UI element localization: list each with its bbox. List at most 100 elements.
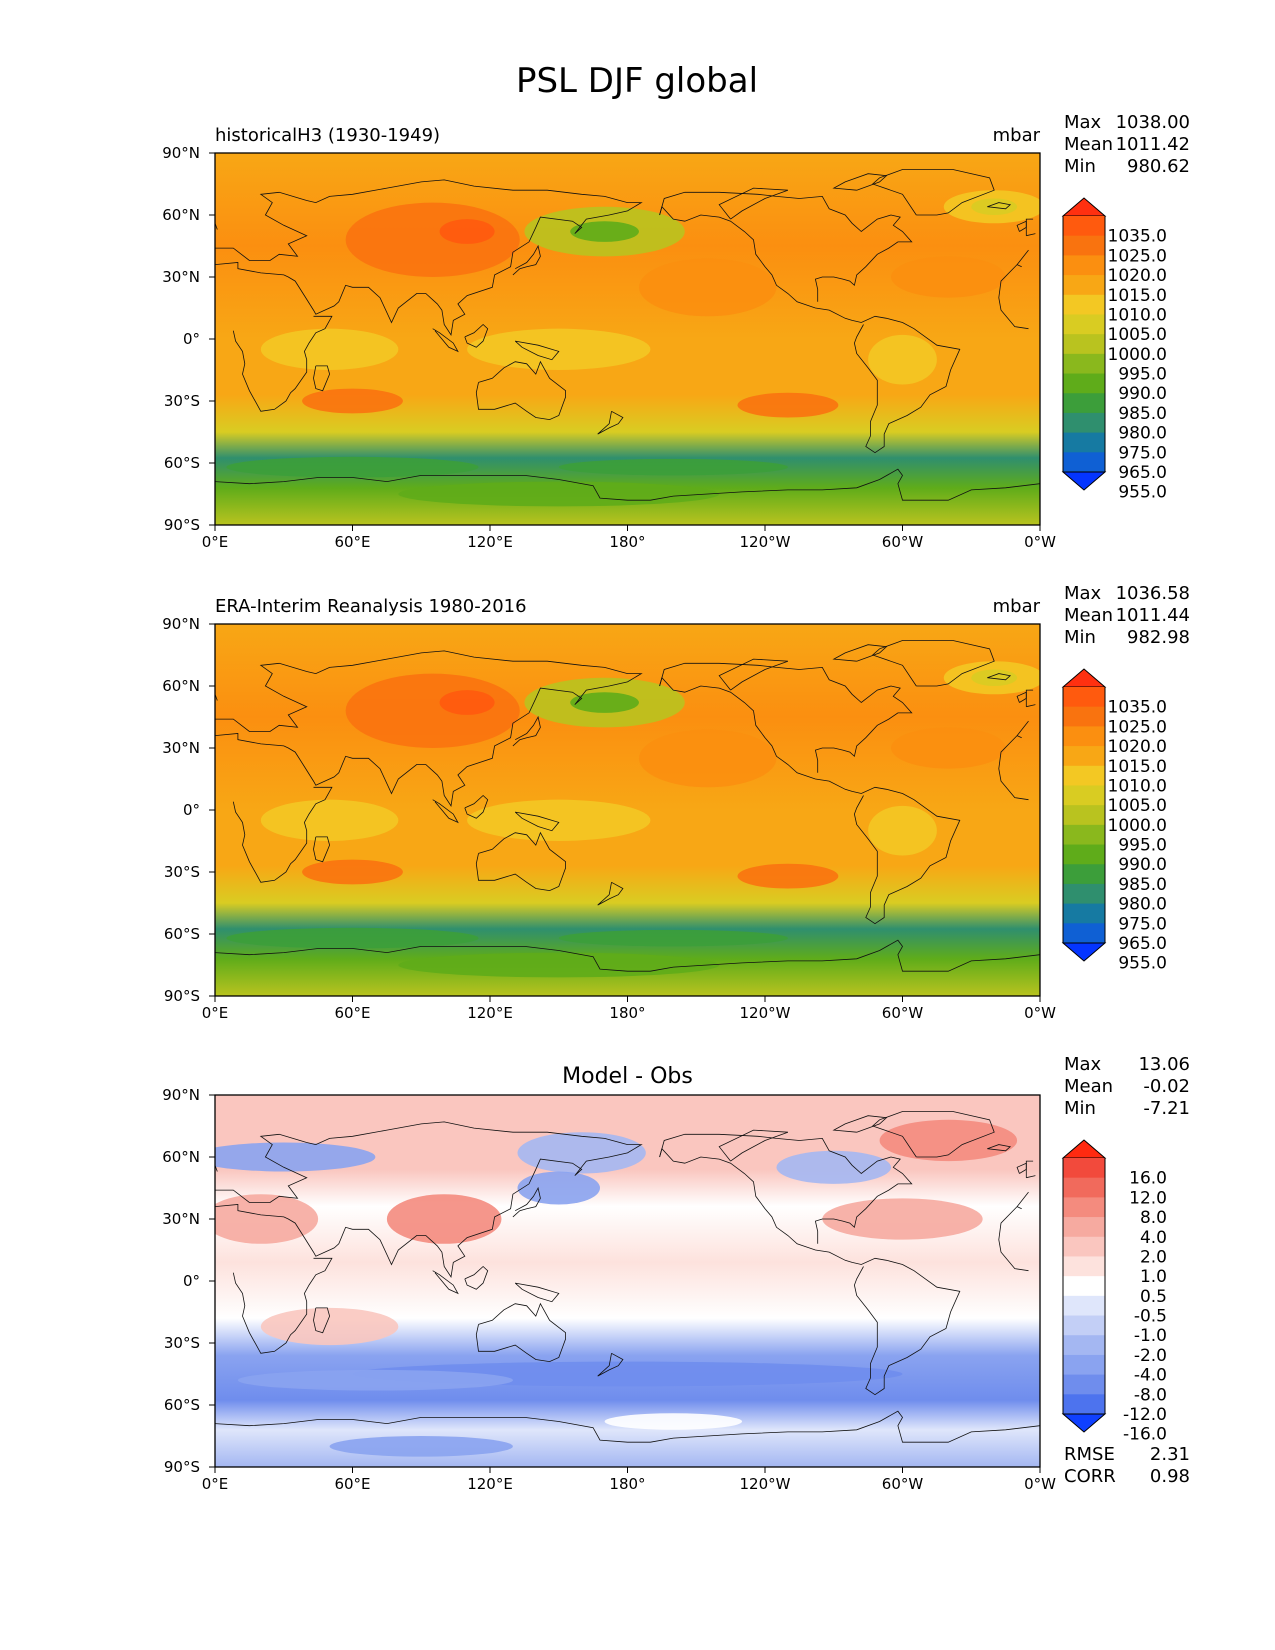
x-tick-label: 0°E: [202, 1004, 229, 1022]
colorbar-segment: [1063, 275, 1105, 296]
coastline: [475, 1302, 566, 1363]
colorbar-segment: [1063, 1295, 1105, 1317]
coastline: [987, 1144, 1012, 1152]
stat-value: 1038.00: [1116, 112, 1190, 133]
coastline: [987, 673, 1012, 681]
colorbar-segment: [1063, 452, 1105, 473]
extra-stat-value: 0.98: [1150, 1466, 1190, 1487]
colorbar: 1035.01025.01020.01015.01010.01005.01000…: [1061, 668, 1167, 974]
colorbar-segment: [1063, 746, 1105, 767]
colorbar-outline: [1062, 1158, 1106, 1414]
y-tick-label: 30°N: [162, 739, 200, 757]
coastline: [832, 173, 888, 191]
colorbar-segment: [1063, 844, 1105, 865]
colorbar-label: 980.0: [1118, 424, 1167, 444]
panel-units: mbar: [993, 125, 1041, 146]
stat-label: Mean: [1064, 1076, 1113, 1097]
coastlines: [215, 1111, 1040, 1443]
field-cell: [971, 669, 1018, 686]
x-tick-label: 120°W: [740, 533, 791, 551]
field-cell: [879, 1119, 1018, 1162]
coastline: [313, 1307, 331, 1334]
colorbar-label: -0.5: [1134, 1307, 1167, 1327]
field-cell: [467, 799, 651, 841]
colorbar-segment: [1063, 1354, 1105, 1376]
x-tick-label: 60°E: [334, 533, 370, 551]
field-cell: [226, 456, 479, 478]
field-cell: [891, 256, 1006, 298]
coastline: [464, 794, 489, 819]
colorbar-max-arrow: [1061, 197, 1107, 217]
coastline: [475, 831, 566, 892]
y-tick-label: 30°S: [164, 392, 200, 410]
map-field: [215, 153, 1040, 525]
x-tick-label: 120°E: [467, 1475, 513, 1493]
x-tick-label: 60°E: [334, 1004, 370, 1022]
field-cell: [822, 1198, 983, 1240]
coastline: [871, 169, 995, 216]
coastline: [514, 1282, 560, 1303]
map-panel-1: 0°E 60°E 120°E 180° 120°W 60°W 0°W 90°N 60°N 30°N…: [162, 112, 1190, 551]
stat-value: 1011.44: [1116, 605, 1190, 626]
x-tick-label: 120°E: [467, 1004, 513, 1022]
coastline: [232, 735, 1029, 883]
x-tick-label: 0°W: [1024, 1475, 1056, 1493]
colorbar-segment: [1063, 412, 1105, 434]
colorbar-segment: [1063, 235, 1105, 256]
colorbar-min-arrow: [1061, 1413, 1107, 1433]
map-panel-2: 0°E 60°E 120°E 180° 120°W 60°W 0°W 90°N 60°N 30°N…: [162, 583, 1190, 1022]
y-tick-label: 60°N: [162, 1148, 200, 1166]
stat-value: -7.21: [1143, 1098, 1190, 1119]
colorbar-label: 980.0: [1118, 895, 1167, 915]
y-tick-label: 90°N: [162, 144, 200, 162]
colorbar: 1035.01025.01020.01015.01010.01005.01000…: [1061, 197, 1167, 503]
colorbar-outline: [1062, 687, 1106, 943]
field-cell: [260, 328, 399, 371]
x-tick-label: 60°W: [882, 1475, 924, 1493]
field-cell: [226, 927, 479, 949]
x-tick-label: 120°E: [467, 533, 513, 551]
panel-title: historicalH3 (1930-1949): [215, 125, 440, 146]
colorbar-label: 4.0: [1140, 1228, 1167, 1248]
stat-value: -0.02: [1143, 1076, 1190, 1097]
y-tick-label: 90°N: [162, 615, 200, 633]
coastline: [215, 468, 1040, 501]
y-tick-label: 60°S: [164, 1396, 200, 1414]
map-field: [215, 624, 1040, 996]
y-tick-label: 30°S: [164, 1334, 200, 1352]
colorbar-label: -1.0: [1134, 1326, 1167, 1346]
colorbar-outline: [1062, 216, 1106, 472]
coastline: [718, 187, 789, 220]
colorbar-label: 955.0: [1118, 483, 1167, 503]
extra-stat-label: CORR: [1064, 1466, 1116, 1487]
coastline: [832, 1115, 888, 1133]
coastline: [871, 1111, 995, 1158]
x-tick-label: 0°E: [202, 533, 229, 551]
colorbar-segment: [1063, 883, 1105, 905]
y-tick-label: 60°N: [162, 206, 200, 224]
colorbar-segment: [1063, 373, 1105, 394]
colorbar-segment: [1063, 1374, 1105, 1395]
colorbar-label: 1025.0: [1108, 717, 1167, 737]
field-cell: [776, 1150, 892, 1184]
field-cell: [302, 388, 403, 414]
stat-label: Min: [1064, 627, 1096, 648]
field-cell: [558, 929, 788, 947]
coastline: [475, 360, 566, 421]
colorbar-label: 1015.0: [1108, 286, 1167, 306]
coastline: [659, 1133, 913, 1244]
coastline: [659, 205, 961, 454]
field-cell: [215, 1142, 376, 1172]
colorbar-segment: [1063, 393, 1105, 414]
extra-stat-label: RMSE: [1064, 1444, 1115, 1465]
field-cell: [329, 1436, 513, 1457]
coastline: [659, 676, 961, 925]
coastlines: [215, 640, 1040, 972]
x-tick-label: 0°W: [1024, 533, 1056, 551]
field-cell: [638, 729, 777, 788]
coastline: [718, 658, 789, 691]
colorbar-label: 995.0: [1118, 836, 1167, 856]
stat-label: Max: [1064, 583, 1102, 604]
stat-label: Min: [1064, 1098, 1096, 1119]
